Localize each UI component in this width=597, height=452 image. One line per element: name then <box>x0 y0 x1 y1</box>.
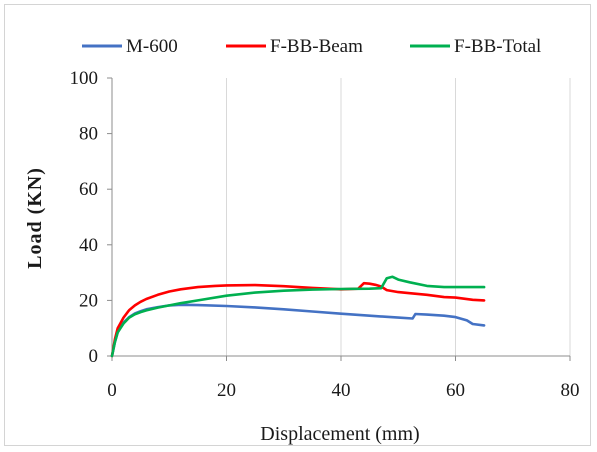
axes <box>107 77 571 361</box>
y-tick-labels: 0 20 40 60 80 100 <box>70 68 99 367</box>
y-tick-label: 40 <box>79 235 98 256</box>
x-tick-label: 80 <box>561 380 580 401</box>
legend-item-m600: M-600 <box>82 36 178 57</box>
legend-label-fbb-total: F-BB-Total <box>454 36 541 57</box>
y-tick-label: 60 <box>79 179 98 200</box>
y-tick-label: 0 <box>89 346 99 367</box>
y-tick-label: 100 <box>70 68 99 89</box>
legend-label-fbb-beam: F-BB-Beam <box>270 36 363 57</box>
series-line-f-bb-total <box>110 275 486 358</box>
series-lines <box>110 275 486 358</box>
x-tick-labels: 0 20 40 60 80 <box>107 380 579 401</box>
legend-item-fbb-beam: F-BB-Beam <box>226 36 363 57</box>
x-tick-label: 20 <box>217 380 236 401</box>
gridlines <box>226 78 571 356</box>
x-axis-label: Displacement (mm) <box>260 423 419 445</box>
series-line-f-bb-beam <box>110 281 486 358</box>
chart-frame <box>4 4 591 446</box>
y-axis-label: Load (KN) <box>24 167 46 269</box>
legend: M-600 F-BB-Beam F-BB-Total <box>82 36 541 57</box>
y-tick-label: 20 <box>79 290 98 311</box>
x-tick-label: 60 <box>446 380 465 401</box>
series-line-m-600 <box>110 303 486 358</box>
legend-item-fbb-total: F-BB-Total <box>410 36 541 57</box>
x-tick-label: 0 <box>107 380 117 401</box>
y-tick-label: 80 <box>79 124 98 145</box>
legend-label-m600: M-600 <box>126 36 178 57</box>
x-tick-label: 40 <box>332 380 351 401</box>
